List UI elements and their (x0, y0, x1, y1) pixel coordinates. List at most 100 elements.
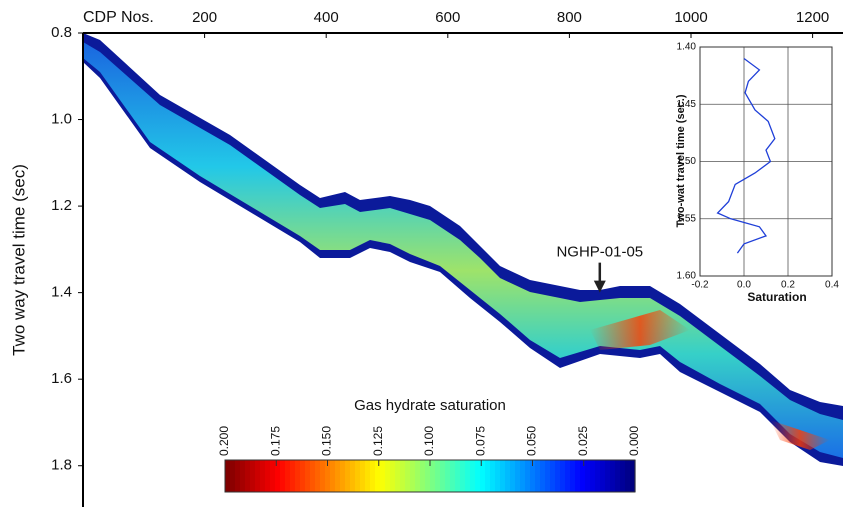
colorbar-cell (290, 460, 296, 492)
colorbar-cell (295, 460, 301, 492)
colorbar-tick-label: 0.200 (217, 426, 231, 456)
colorbar-cell (230, 460, 236, 492)
colorbar-cell (565, 460, 571, 492)
colorbar-cell (235, 460, 241, 492)
colorbar-cell (260, 460, 266, 492)
inset-y-tick-label: 1.40 (677, 42, 697, 53)
colorbar-cell (375, 460, 381, 492)
colorbar-cell (470, 460, 476, 492)
colorbar-cell (460, 460, 466, 492)
colorbar-cell (345, 460, 351, 492)
colorbar-tick-label: 0.075 (473, 426, 487, 456)
colorbar-tick-label: 0.175 (268, 426, 282, 456)
annotation: NGHP-01-05 (556, 244, 643, 261)
y-tick-label: 1.0 (51, 111, 72, 128)
colorbar-cell (585, 460, 591, 492)
colorbar-cell (365, 460, 371, 492)
colorbar-cell (575, 460, 581, 492)
colorbar-cell (540, 460, 546, 492)
inset-y-tick-label: 1.50 (677, 156, 697, 167)
colorbar-cell (620, 460, 626, 492)
colorbar-cell (270, 460, 276, 492)
colorbar-tick-label: 0.050 (525, 426, 539, 456)
y-tick-label: 1.6 (51, 370, 72, 387)
y-tick-label: 1.2 (51, 197, 72, 214)
colorbar-cell (595, 460, 601, 492)
colorbar-cell (500, 460, 506, 492)
colorbar-cell (335, 460, 341, 492)
colorbar-tick-label: 0.025 (576, 426, 590, 456)
colorbar-cell (305, 460, 311, 492)
colorbar-cell (415, 460, 421, 492)
colorbar-tick-label: 0.000 (627, 426, 641, 456)
inset-x-tick-label: 0.2 (781, 280, 795, 291)
x-tick-label: 800 (557, 9, 582, 26)
annotation-arrowhead (593, 280, 606, 293)
colorbar-cell (225, 460, 231, 492)
colorbar-cell (315, 460, 321, 492)
colorbar-cell (495, 460, 501, 492)
colorbar-cell (325, 460, 331, 492)
colorbar-cell (280, 460, 286, 492)
y-axis-title: Two way travel time (sec) (9, 164, 28, 356)
colorbar-cell (400, 460, 406, 492)
colorbar-cell (590, 460, 596, 492)
inset-y-tick-label: 1.45 (677, 99, 697, 110)
inset-x-title: Saturation (747, 290, 806, 304)
colorbar-cell (550, 460, 556, 492)
colorbar-cell (255, 460, 261, 492)
inset-background (690, 40, 840, 310)
colorbar-cell (605, 460, 611, 492)
inset-y-tick-label: 1.60 (677, 271, 697, 282)
colorbar-cell (610, 460, 616, 492)
colorbar-cell (395, 460, 401, 492)
colorbar-cell (580, 460, 586, 492)
colorbar-cell (435, 460, 441, 492)
colorbar-cell (340, 460, 346, 492)
x-tick-label: 1200 (796, 9, 829, 26)
y-tick-label: 0.8 (51, 24, 72, 41)
colorbar-cell (440, 460, 446, 492)
x-axis-title: CDP Nos. (83, 9, 154, 26)
colorbar-cell (525, 460, 531, 492)
colorbar-cell (615, 460, 621, 492)
colorbar-cell (455, 460, 461, 492)
colorbar-cell (465, 460, 471, 492)
colorbar-cell (625, 460, 631, 492)
inset-x-tick-label: 0.4 (825, 280, 839, 291)
colorbar-cell (300, 460, 306, 492)
colorbar-cell (545, 460, 551, 492)
inset-y-tick-label: 1.55 (677, 213, 697, 224)
colorbar-cell (520, 460, 526, 492)
inset-x-tick-label: -0.2 (691, 280, 709, 291)
y-tick-label: 1.4 (51, 284, 72, 301)
colorbar-cell (535, 460, 541, 492)
colorbar-cell (420, 460, 426, 492)
colorbar-cell (450, 460, 456, 492)
colorbar-cell (600, 460, 606, 492)
colorbar-cell (515, 460, 521, 492)
colorbar-cell (355, 460, 361, 492)
colorbar-cell (310, 460, 316, 492)
colorbar-cell (385, 460, 391, 492)
colorbar-tick-label: 0.100 (422, 426, 436, 456)
x-tick-label: 400 (314, 9, 339, 26)
inset-line (716, 57, 776, 254)
inset-y-title: Two-wat travel time (sec.) (675, 94, 687, 227)
colorbar-cell (380, 460, 386, 492)
colorbar-cell (445, 460, 451, 492)
colorbar-title: Gas hydrate saturation (354, 397, 506, 414)
inset-frame (699, 46, 833, 277)
colorbar-cell (570, 460, 576, 492)
y-tick-label: 1.8 (51, 457, 72, 474)
colorbar-cell (410, 460, 416, 492)
x-tick-label: 200 (192, 9, 217, 26)
colorbar-cell (560, 460, 566, 492)
inset-x-tick-label: 0.0 (737, 280, 751, 291)
colorbar-tick-label: 0.150 (320, 426, 334, 456)
colorbar-cell (390, 460, 396, 492)
colorbar-cell (330, 460, 336, 492)
seismic-section (83, 33, 843, 466)
colorbar-cell (275, 460, 281, 492)
